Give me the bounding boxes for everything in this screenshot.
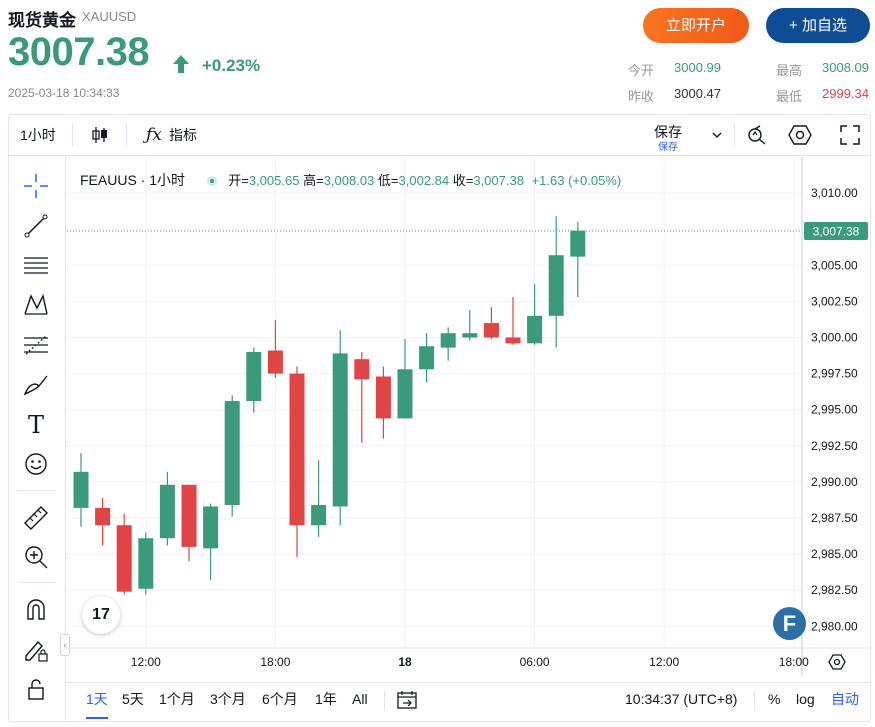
prev-close-value: 3000.47 <box>674 86 721 101</box>
legend-close-label: 收= <box>452 173 474 188</box>
auto-scale-toggle[interactable]: 自动 <box>831 691 859 707</box>
instrument-title: 现货黄金 <box>8 11 76 30</box>
emoji-icon[interactable] <box>21 449 51 479</box>
chart-toolbar: 1小时 ƒx 指标 保存 保存 <box>8 114 871 156</box>
legend-change: +1.63 (+0.05%) <box>531 173 622 188</box>
fx-icon[interactable]: ƒx <box>146 125 162 145</box>
up-arrow-icon <box>173 55 189 73</box>
chart-widget <box>8 114 871 722</box>
last-price: 3007.38 <box>8 30 150 74</box>
today-open-value: 3000.99 <box>674 60 721 75</box>
toolbar-divider <box>126 124 127 146</box>
indicators-button[interactable]: 指标 <box>169 127 197 143</box>
lock-pencil-icon[interactable] <box>21 634 51 664</box>
price-change: +0.23% <box>202 56 261 75</box>
prev-close-label: 昨收 <box>628 89 655 104</box>
market-status-dot-icon <box>206 176 217 186</box>
range-1y[interactable]: 1年 <box>315 691 337 707</box>
open-account-button[interactable]: 立即开户 <box>643 8 749 43</box>
brush-icon[interactable] <box>21 370 51 400</box>
settings-hexagon-icon[interactable] <box>788 124 812 146</box>
legend-open-label: 开= <box>228 173 249 188</box>
candles-icon[interactable] <box>90 125 110 145</box>
quote-header: 现货黄金 XAUUSD 3007.38 +0.23% 2025-03-18 10… <box>0 0 875 112</box>
trend-line-icon[interactable] <box>21 211 51 241</box>
toolbar-divider <box>734 124 735 146</box>
collapse-toolbar-handle[interactable]: ‹ <box>60 634 70 656</box>
legend-high: 3,008.03 <box>323 173 375 188</box>
lock-icon[interactable] <box>21 674 51 704</box>
low-label: 最低 <box>776 89 803 104</box>
interval-selector[interactable]: 1小时 <box>20 127 56 143</box>
legend-open: 3,005.65 <box>248 173 300 188</box>
log-scale-toggle[interactable]: log <box>796 691 815 707</box>
chart-legend: FEAUUS · 1小时 开=3,005.65 高=3,008.03 低=3,0… <box>80 170 621 190</box>
range-all[interactable]: All <box>352 691 368 707</box>
fib-icon[interactable] <box>21 330 51 360</box>
range-5d[interactable]: 5天 <box>122 691 144 707</box>
legend-low-label: 低= <box>377 173 399 188</box>
range-1m[interactable]: 1个月 <box>159 691 195 707</box>
quote-timestamp: 2025-03-18 10:34:33 <box>8 86 120 100</box>
instrument-symbol: XAUUSD <box>82 9 137 24</box>
high-label: 最高 <box>776 63 803 78</box>
ruler-icon[interactable] <box>21 503 51 533</box>
range-6m[interactable]: 6个月 <box>262 691 298 707</box>
chevron-down-icon[interactable] <box>711 131 723 139</box>
toolbar-divider <box>384 691 385 711</box>
alert-icon[interactable] <box>746 124 768 146</box>
brand-watermark: F <box>773 607 806 640</box>
text-icon[interactable]: T <box>27 411 44 439</box>
magnet-icon[interactable] <box>21 595 51 625</box>
range-1d[interactable]: 1天 <box>86 683 108 719</box>
save-sub-label: 保存 <box>658 142 678 153</box>
fullscreen-icon[interactable] <box>840 125 860 145</box>
timezone-clock[interactable]: 10:34:37 (UTC+8) <box>625 691 738 707</box>
tradingview-logo[interactable]: 17 <box>82 596 120 634</box>
toolbar-divider <box>18 490 56 491</box>
pattern-icon[interactable] <box>21 290 51 320</box>
toolbar-divider <box>72 124 73 146</box>
range-bar: 1天 5天 1个月 3个月 6个月 1年 All 10:34:37 (UTC+8… <box>66 682 871 722</box>
toolbar-divider <box>754 691 755 711</box>
today-open-label: 今开 <box>628 63 655 78</box>
drawing-toolbar: T <box>8 157 66 722</box>
toolbar-divider <box>18 582 56 583</box>
legend-low: 3,002.84 <box>398 173 450 188</box>
date-range-icon[interactable] <box>396 689 418 711</box>
save-button[interactable]: 保存 <box>654 124 682 140</box>
low-value: 2999.34 <box>822 86 869 101</box>
high-value: 3008.09 <box>822 60 869 75</box>
range-3m[interactable]: 3个月 <box>210 691 246 707</box>
legend-symbol: FEAUUS · 1小时 <box>80 172 186 188</box>
percent-scale-toggle[interactable]: % <box>768 691 781 707</box>
add-watchlist-button[interactable]: + 加自选 <box>766 8 870 43</box>
legend-high-label: 高= <box>303 173 324 188</box>
axis-settings-icon[interactable] <box>828 653 846 671</box>
horizontal-lines-icon[interactable] <box>21 250 51 280</box>
zoom-in-icon[interactable] <box>21 542 51 572</box>
crosshair-icon[interactable] <box>21 171 51 201</box>
legend-close: 3,007.38 <box>473 173 524 188</box>
